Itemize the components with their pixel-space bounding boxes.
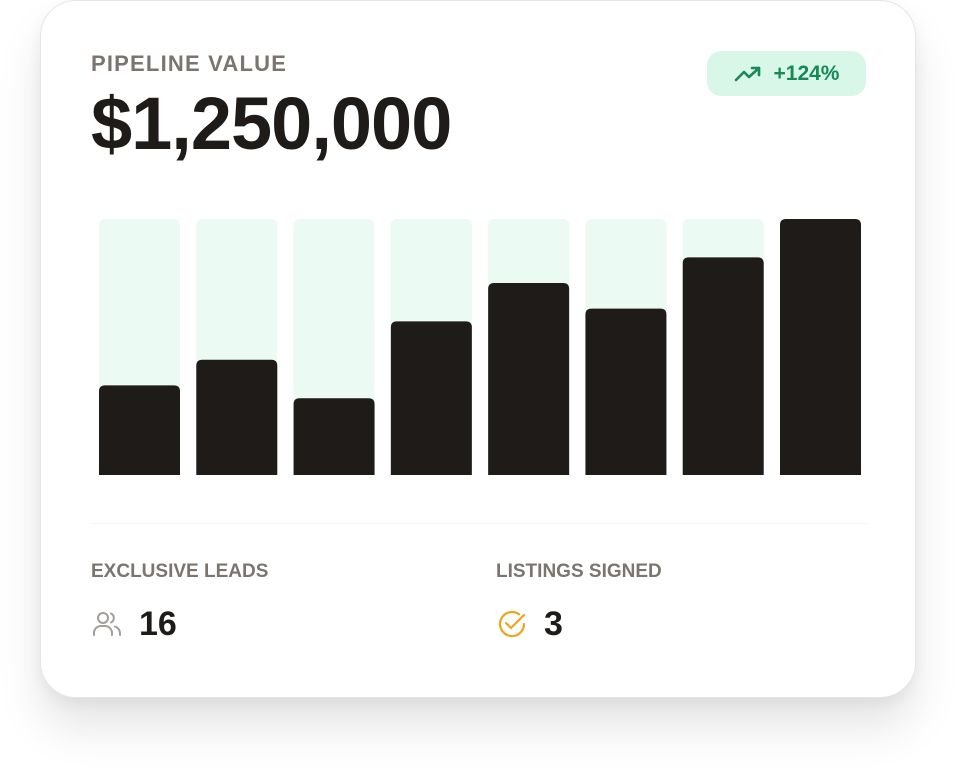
exclusive-leads-value: 16 [139, 604, 177, 643]
divider [91, 523, 867, 524]
bar [99, 385, 180, 475]
listings-signed-label: LISTINGS SIGNED [496, 561, 662, 582]
bar [585, 308, 667, 475]
bar [390, 321, 472, 475]
trending-up-icon [734, 64, 762, 84]
growth-percentage: +124% [773, 61, 840, 85]
pipeline-value: $1,250,000 [91, 82, 452, 165]
bar [488, 283, 570, 475]
users-icon [91, 608, 123, 640]
listings-signed-value: 3 [544, 604, 563, 643]
growth-badge: +124% [707, 51, 866, 96]
pipeline-card: PIPELINE VALUE $1,250,000 +124% EXCLUSIV… [40, 0, 916, 698]
bar [780, 219, 861, 475]
check-circle-icon [496, 608, 528, 640]
listings-signed-stat: 3 [496, 601, 563, 647]
bar [682, 257, 764, 475]
card-title: PIPELINE VALUE [91, 51, 288, 76]
exclusive-leads-label: EXCLUSIVE LEADS [91, 561, 269, 582]
bar [293, 398, 375, 475]
exclusive-leads-stat: 16 [91, 601, 177, 647]
bar [196, 359, 278, 475]
pipeline-bar-chart [99, 219, 861, 475]
